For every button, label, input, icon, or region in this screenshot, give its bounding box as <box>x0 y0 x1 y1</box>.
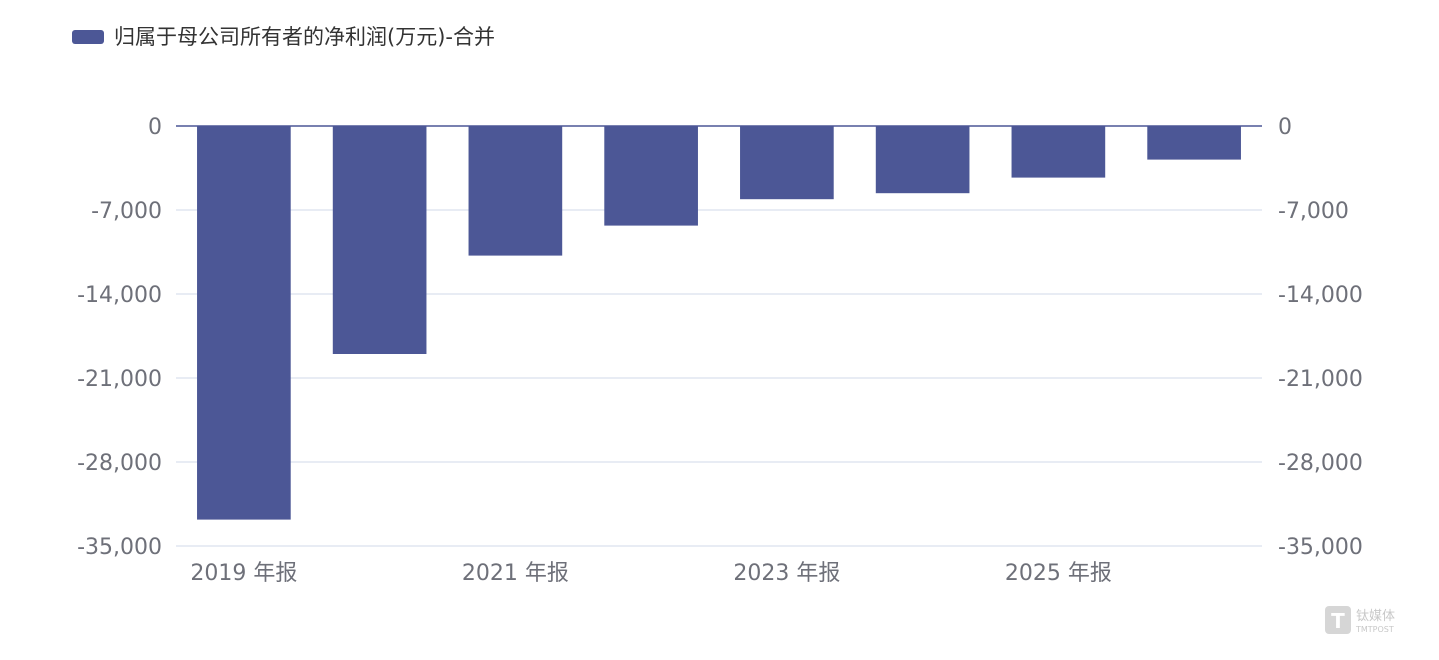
y-tick-label-right: -21,000 <box>1278 367 1363 392</box>
svg-text:T: T <box>1331 609 1345 633</box>
legend-label: 归属于母公司所有者的净利润(万元)-合并 <box>114 25 495 49</box>
x-tick-label: 2021 年报 <box>462 561 569 586</box>
bar[interactable] <box>875 126 970 194</box>
x-axis-labels: 2019 年报 2021 年报 2023 年报 2025 年报 <box>190 561 1111 586</box>
bars <box>197 126 1241 520</box>
y-tick-label-right: -14,000 <box>1278 283 1363 308</box>
x-tick-label: 2025 年报 <box>1005 561 1112 586</box>
y-tick-label-left: -7,000 <box>91 199 162 224</box>
bar[interactable] <box>332 126 427 354</box>
y-tick-label-left: -21,000 <box>77 367 162 392</box>
y-tick-label-left: -14,000 <box>77 283 162 308</box>
bar[interactable] <box>468 126 563 256</box>
bar[interactable] <box>604 126 698 226</box>
y-axis-right: 0 -7,000 -14,000 -21,000 -28,000 -35,000 <box>1278 115 1363 560</box>
y-tick-label-left: -28,000 <box>77 451 162 476</box>
legend[interactable]: 归属于母公司所有者的净利润(万元)-合并 <box>72 25 495 49</box>
legend-swatch <box>72 30 104 44</box>
watermark-logo: T 钛媒体 TMTPOST <box>1325 606 1395 634</box>
svg-text:钛媒体: 钛媒体 <box>1356 609 1395 624</box>
bar[interactable] <box>740 126 834 200</box>
y-tick-label-left: 0 <box>148 115 162 140</box>
svg-text:TMTPOST: TMTPOST <box>1355 625 1394 634</box>
x-tick-label: 2023 年报 <box>733 561 840 586</box>
bar[interactable] <box>1147 126 1241 160</box>
y-tick-label-left: -35,000 <box>77 535 162 560</box>
y-tick-label-right: 0 <box>1278 115 1292 140</box>
y-tick-label-right: -35,000 <box>1278 535 1363 560</box>
bar[interactable] <box>1011 126 1106 178</box>
x-tick-label: 2019 年报 <box>190 561 297 586</box>
bar[interactable] <box>197 126 291 520</box>
y-tick-label-right: -28,000 <box>1278 451 1363 476</box>
y-tick-label-right: -7,000 <box>1278 199 1349 224</box>
y-axis-left: 0 -7,000 -14,000 -21,000 -28,000 -35,000 <box>77 115 162 560</box>
